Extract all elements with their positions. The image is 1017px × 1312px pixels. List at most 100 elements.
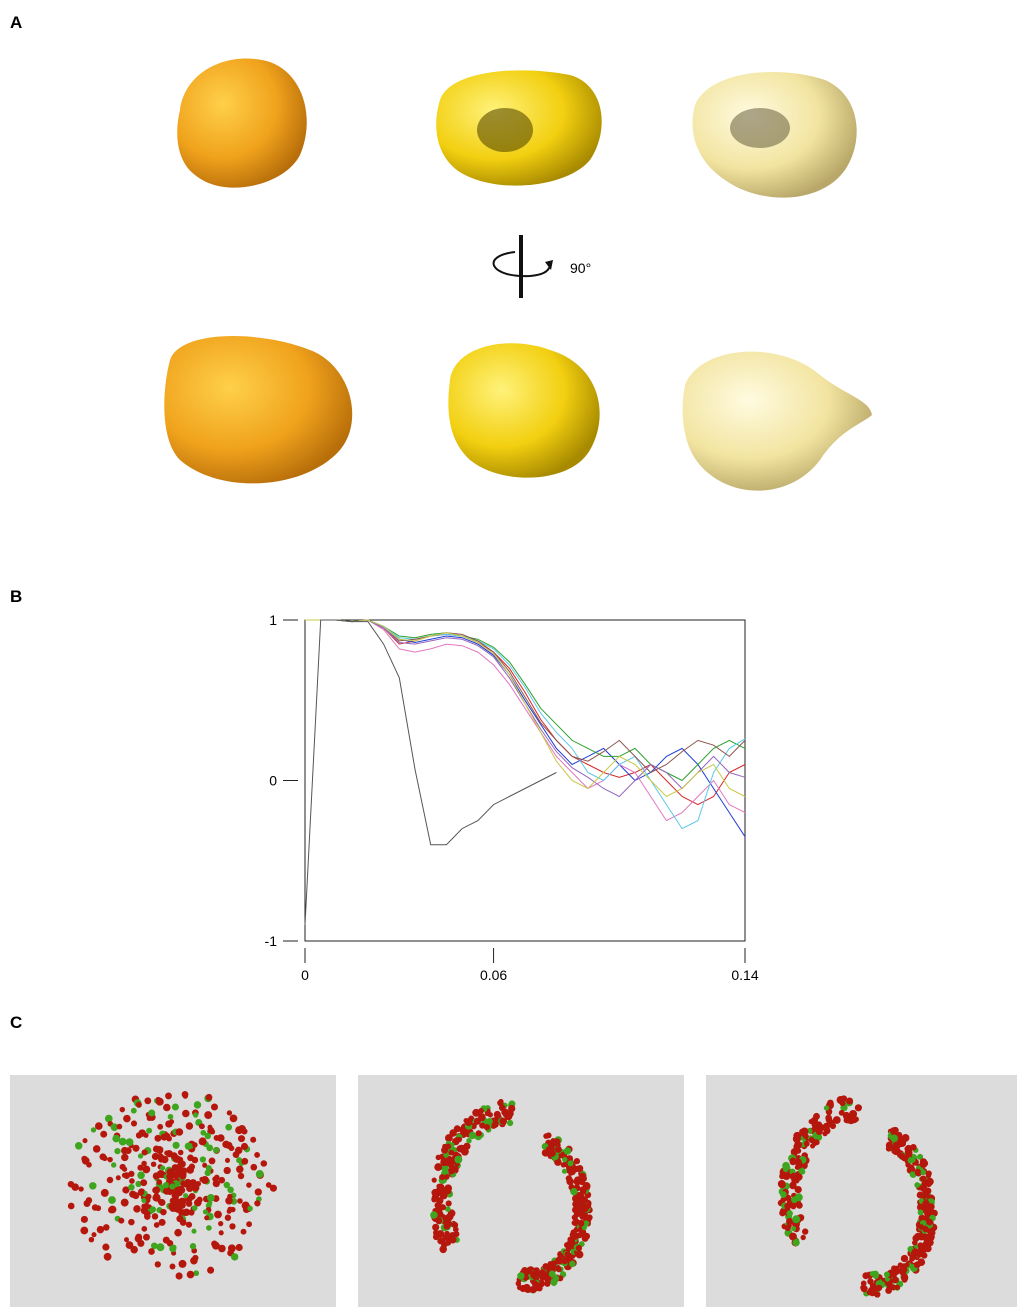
cloud-point — [910, 1167, 915, 1172]
density-maps — [164, 59, 872, 491]
cloud-point — [517, 1285, 522, 1290]
x-tick-label: 0.06 — [480, 967, 507, 983]
cloud-point — [148, 1248, 155, 1255]
y-tick-label: 0 — [269, 773, 277, 789]
cloud-point — [241, 1128, 247, 1134]
cloud-point — [454, 1156, 462, 1164]
cloud-point — [891, 1265, 897, 1271]
cloud-point — [536, 1285, 542, 1291]
cloud-point — [169, 1245, 176, 1252]
cloud-point — [796, 1174, 802, 1180]
cloud-point — [851, 1116, 858, 1123]
cloud-point — [205, 1170, 211, 1176]
x-tick-label: 0 — [301, 967, 309, 983]
cloud-point — [580, 1186, 587, 1193]
cloud-point — [68, 1203, 75, 1210]
cloud-point — [178, 1160, 185, 1167]
cloud-point — [159, 1219, 166, 1226]
cloud-point — [457, 1137, 462, 1142]
cloud-point — [446, 1200, 452, 1206]
cloud-point — [211, 1103, 218, 1110]
cloud-point — [128, 1184, 134, 1190]
cloud-point — [790, 1203, 796, 1209]
cloud-point — [795, 1193, 803, 1201]
cloud-point — [870, 1271, 875, 1276]
cloud-point — [182, 1091, 189, 1098]
cloud-point — [922, 1200, 929, 1207]
cloud-point — [493, 1122, 499, 1128]
panel-label: A — [10, 13, 22, 32]
cloud-point — [92, 1204, 99, 1211]
cloud-point — [814, 1140, 820, 1146]
cloud-point — [499, 1118, 506, 1125]
cloud-point — [192, 1142, 197, 1147]
cloud-point — [446, 1213, 453, 1220]
cloud-point — [784, 1225, 790, 1231]
cloud-point — [170, 1264, 176, 1270]
cloud-point — [89, 1182, 96, 1189]
cloud-point — [796, 1148, 802, 1154]
cloud-point — [138, 1153, 143, 1158]
rotation-icon: 90° — [494, 235, 592, 298]
page: A B C 90° -10100.060.14 (() => { const d… — [0, 0, 1017, 1307]
cloud-point — [235, 1147, 243, 1155]
cloud-point — [926, 1173, 931, 1178]
cloud-point — [121, 1147, 128, 1154]
cloud-point — [448, 1150, 454, 1156]
cloud-point — [201, 1176, 209, 1184]
cloud-point — [474, 1118, 481, 1125]
cloud-point — [804, 1141, 810, 1147]
cloud-point — [121, 1154, 128, 1161]
cloud-point — [167, 1190, 173, 1196]
cloud-point — [206, 1094, 213, 1101]
cloud-point — [141, 1226, 147, 1232]
cloud-point — [192, 1205, 198, 1211]
cloud-point — [488, 1112, 493, 1117]
cloud-point — [169, 1119, 174, 1124]
cloud-point — [833, 1116, 841, 1124]
cloud-point — [810, 1143, 815, 1148]
cloud-point — [225, 1124, 232, 1131]
cloud-point — [141, 1198, 146, 1203]
cloud-point — [448, 1167, 455, 1174]
cloud-point — [137, 1172, 145, 1180]
cloud-point — [123, 1115, 131, 1123]
cloud-point — [225, 1142, 232, 1149]
cloud-point — [128, 1171, 134, 1177]
cloud-point — [456, 1145, 463, 1152]
cloud-point — [143, 1234, 150, 1241]
cloud-point — [800, 1235, 805, 1240]
cloud-point — [826, 1116, 833, 1123]
cloud-point — [846, 1097, 853, 1104]
cloud-point — [430, 1211, 438, 1219]
cloud-point — [443, 1223, 450, 1230]
series-line — [305, 620, 745, 829]
x-tick-label: 0.14 — [731, 967, 758, 983]
cloud-point — [796, 1162, 803, 1169]
cloud-point — [204, 1111, 212, 1119]
cloud-point — [892, 1277, 899, 1284]
cloud-point — [227, 1110, 232, 1115]
cloud-point — [178, 1150, 184, 1156]
cloud-point — [156, 1146, 164, 1154]
cloud-point — [442, 1165, 449, 1172]
cloud-point — [172, 1197, 180, 1205]
cloud-point — [156, 1243, 164, 1251]
cloud-point — [246, 1182, 252, 1188]
cloud-point — [130, 1246, 138, 1254]
cloud-point — [439, 1246, 447, 1254]
cloud-point — [151, 1161, 156, 1166]
cloud-point — [914, 1182, 920, 1188]
cloud-point — [908, 1157, 915, 1164]
cloud-point — [254, 1200, 260, 1206]
cloud-point — [924, 1210, 931, 1217]
cloud-point — [811, 1120, 817, 1126]
cloud-point — [172, 1103, 179, 1110]
cloud-point — [586, 1214, 592, 1220]
cloud-point — [816, 1128, 823, 1135]
cloud-point — [246, 1221, 252, 1227]
cloud-point — [117, 1124, 123, 1130]
cloud-point — [792, 1215, 800, 1223]
cloud-point — [926, 1219, 933, 1226]
cloud-point — [507, 1120, 513, 1126]
